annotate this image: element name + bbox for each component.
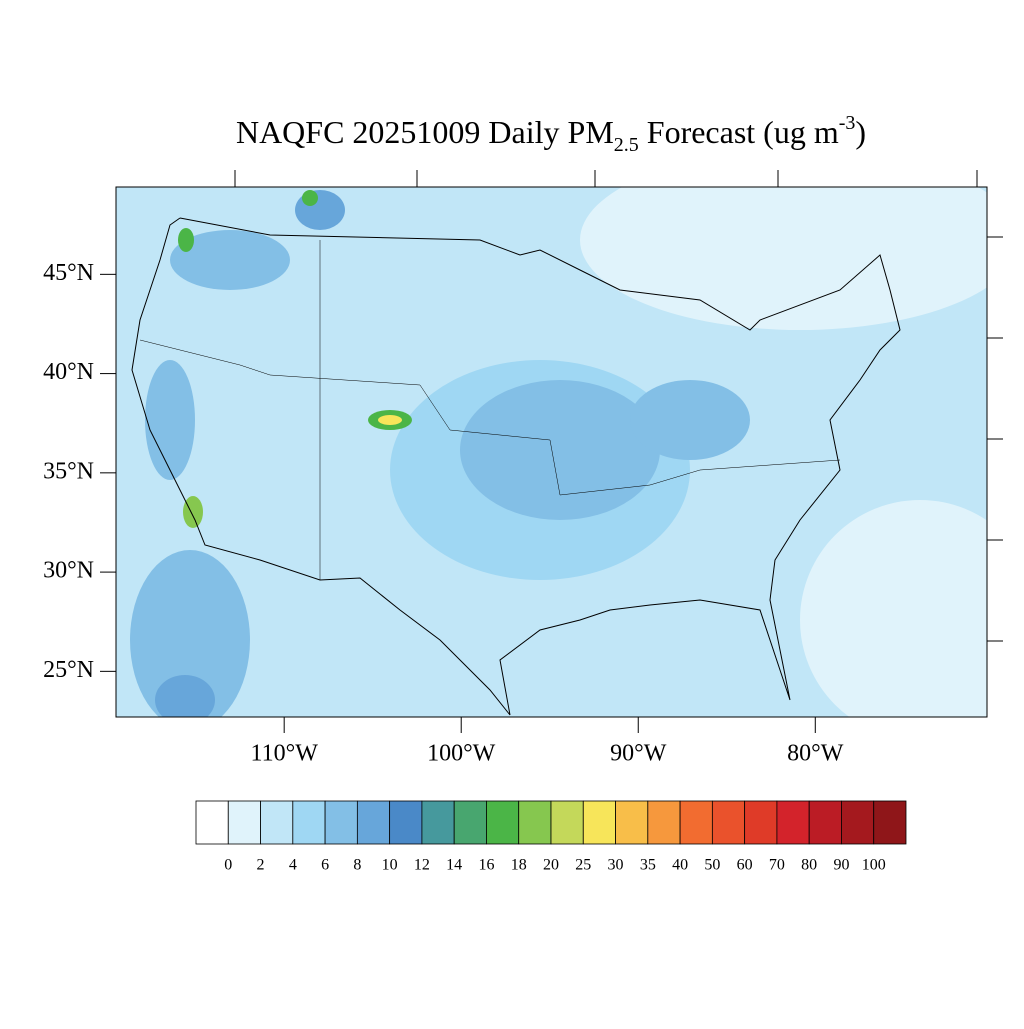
colorbar-box bbox=[679, 800, 713, 845]
colorbar-label: 90 bbox=[833, 857, 849, 874]
colorbar-box bbox=[227, 800, 261, 845]
colorbar-label: 25 bbox=[575, 857, 591, 874]
title-text: Forecast (ug m bbox=[639, 114, 839, 150]
colorbar-box bbox=[582, 800, 616, 845]
colorbar-label: 4 bbox=[289, 857, 297, 874]
lon-tick-label: 110°W bbox=[251, 741, 319, 767]
lat-tick-label: 35°N bbox=[43, 458, 94, 484]
title-subscript: 2.5 bbox=[614, 134, 639, 156]
colorbar-label: 70 bbox=[769, 857, 785, 874]
lon-tick-label: 90°W bbox=[610, 741, 667, 767]
colorbar-box bbox=[873, 800, 907, 845]
title-superscript: -3 bbox=[839, 112, 856, 134]
colorbar-label: 80 bbox=[801, 857, 817, 874]
colorbar-label: 40 bbox=[672, 857, 688, 874]
colorbar-box bbox=[711, 800, 746, 845]
frame-ticks bbox=[234, 170, 1003, 642]
map-field bbox=[116, 187, 987, 717]
colorbar-box bbox=[260, 800, 294, 845]
colorbar-box bbox=[518, 800, 552, 845]
colorbar-box bbox=[808, 800, 842, 845]
colorbar-box bbox=[550, 800, 584, 845]
colorbar-label: 2 bbox=[257, 857, 265, 874]
colorbar-label: 0 bbox=[224, 857, 232, 874]
colorbar-label: 6 bbox=[321, 857, 329, 874]
colorbar-box bbox=[744, 800, 778, 845]
colorbar-label: 50 bbox=[704, 857, 720, 874]
colorbar-box bbox=[615, 800, 649, 845]
colorbar-box bbox=[389, 800, 423, 845]
colorbar-label: 100 bbox=[862, 857, 886, 874]
lat-tick-label: 40°N bbox=[43, 359, 94, 385]
colorbar-label: 20 bbox=[543, 857, 559, 874]
colorbar-label: 30 bbox=[608, 857, 624, 874]
colorbar-label: 60 bbox=[737, 857, 753, 874]
colorbar-box bbox=[841, 800, 875, 845]
colorbar-box bbox=[292, 800, 326, 845]
colorbar-label: 16 bbox=[478, 857, 494, 874]
title-text: ) bbox=[855, 114, 866, 150]
colorbar-box bbox=[453, 800, 487, 845]
lon-tick-label: 80°W bbox=[787, 741, 844, 767]
lon-tick-label: 100°W bbox=[427, 741, 496, 767]
lat-tick-label: 45°N bbox=[43, 260, 94, 286]
colorbar-label: 10 bbox=[382, 857, 398, 874]
lat-tick-label: 30°N bbox=[43, 558, 94, 584]
colorbar-label: 12 bbox=[414, 857, 430, 874]
colorbar-box bbox=[776, 800, 810, 845]
lat-tick-label: 25°N bbox=[43, 657, 94, 683]
colorbar-box bbox=[356, 800, 391, 845]
colorbar-label: 8 bbox=[353, 857, 361, 874]
colorbar-label: 18 bbox=[511, 857, 527, 874]
colorbar-box bbox=[647, 800, 681, 845]
colorbar-box bbox=[486, 800, 520, 845]
colorbar-box bbox=[421, 800, 455, 845]
map-frame bbox=[115, 186, 988, 718]
title-text: NAQFC 20251009 Daily PM bbox=[236, 114, 614, 150]
colorbar-box bbox=[195, 800, 229, 845]
colorbar-label: 14 bbox=[446, 857, 462, 874]
title: NAQFC 20251009 Daily PM2.5 Forecast (ug … bbox=[236, 112, 866, 156]
colorbar-label: 35 bbox=[640, 857, 656, 874]
colorbar-box bbox=[324, 800, 358, 845]
